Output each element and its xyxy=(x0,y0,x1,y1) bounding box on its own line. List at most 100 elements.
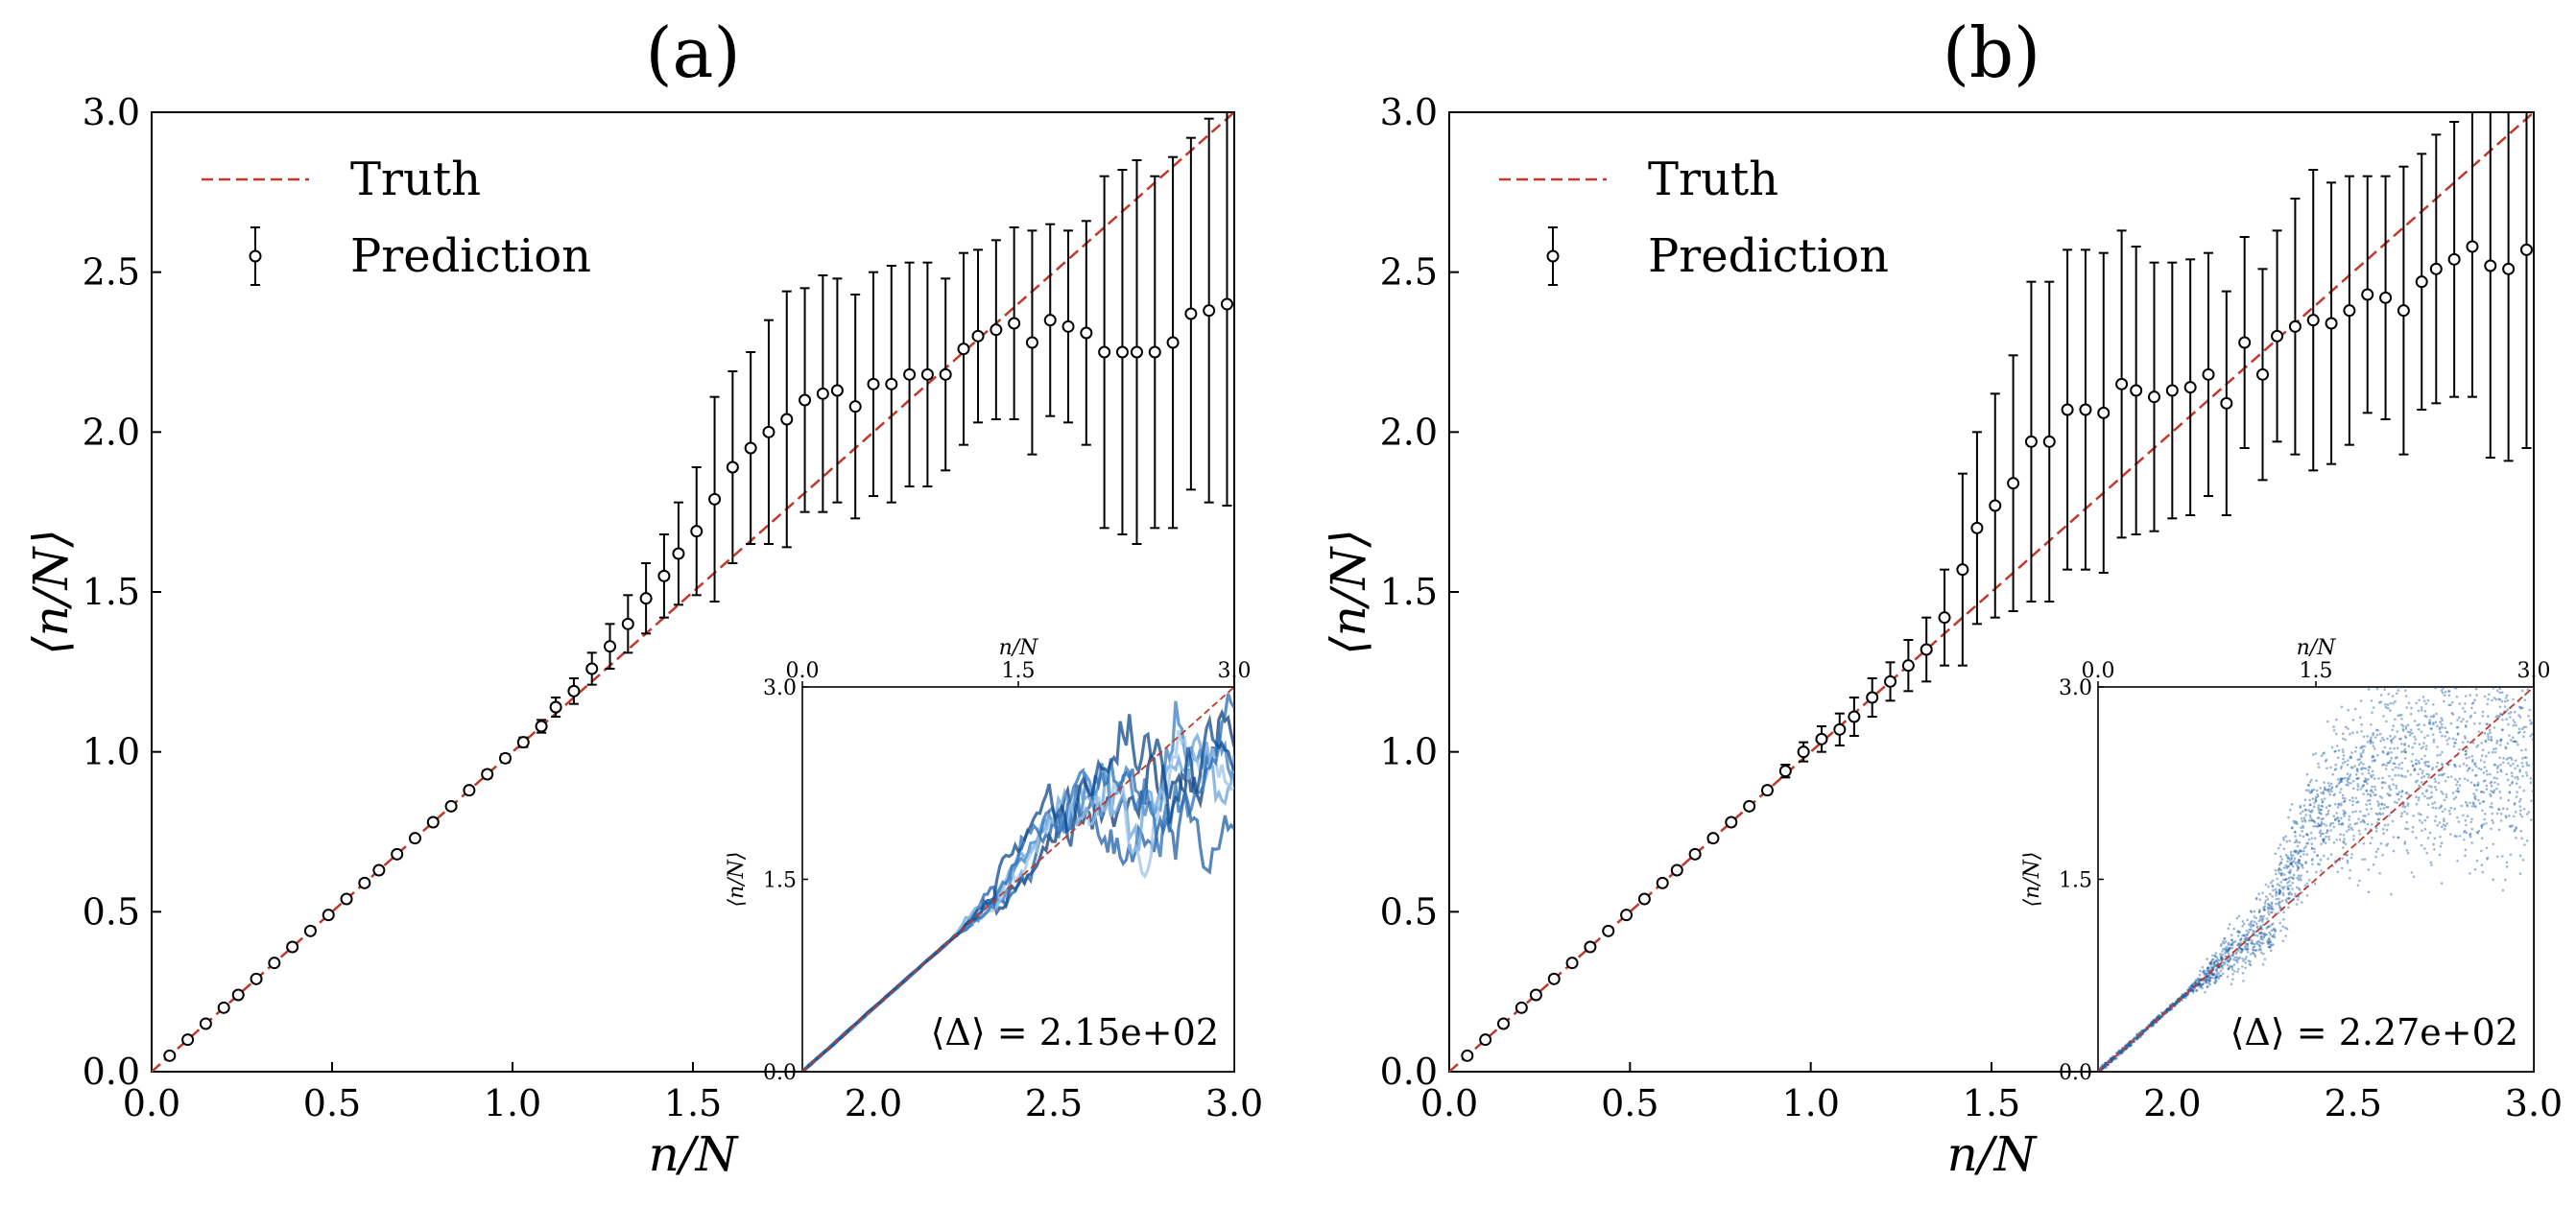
inset-point xyxy=(2513,803,2516,806)
inset-point xyxy=(2110,1056,2113,1060)
inset-point xyxy=(2300,816,2303,820)
inset-point xyxy=(2485,846,2489,850)
inset-point xyxy=(2332,840,2336,844)
inset-point xyxy=(2500,668,2503,671)
inset-point xyxy=(2475,745,2478,748)
inset-point xyxy=(2411,662,2414,665)
inset-point xyxy=(2310,818,2314,821)
inset-point xyxy=(2182,995,2184,998)
inset-point xyxy=(2415,759,2418,762)
inset-point xyxy=(2384,703,2387,706)
inset-point xyxy=(2191,989,2195,992)
inset-point xyxy=(2278,843,2282,846)
inset-point xyxy=(2514,759,2517,762)
inset-point xyxy=(2471,758,2474,762)
inset-point xyxy=(2495,689,2499,693)
inset-point xyxy=(2470,805,2474,808)
inset-point xyxy=(2496,783,2500,786)
inset-point xyxy=(2365,790,2369,792)
inset-annotation: ⟨Δ⟩ = 2.15e+02 xyxy=(931,1011,1219,1053)
inset-point xyxy=(2270,903,2274,906)
inset-point xyxy=(2490,780,2493,784)
inset-point xyxy=(2238,931,2241,934)
inset-point xyxy=(2289,863,2292,866)
inset-point xyxy=(2276,877,2278,881)
inset-point xyxy=(2442,792,2445,795)
inset-point xyxy=(2499,769,2502,771)
inset-point xyxy=(2183,994,2187,998)
inset-point xyxy=(2398,682,2401,685)
inset-point xyxy=(2426,734,2429,738)
inset-point xyxy=(2296,868,2300,872)
inset-point xyxy=(2327,790,2330,793)
inset-point xyxy=(2433,801,2437,804)
inset-point xyxy=(2332,729,2336,732)
inset-point xyxy=(2340,705,2344,709)
inset-point xyxy=(2418,762,2421,765)
inset-point xyxy=(2314,752,2318,755)
inset-point xyxy=(2372,745,2375,747)
inset-point xyxy=(2508,791,2512,793)
inset-point xyxy=(2166,1008,2169,1012)
inset-point xyxy=(2340,788,2343,791)
prediction-point xyxy=(1815,732,1828,745)
inset-point xyxy=(2326,829,2329,832)
inset-point xyxy=(2460,804,2464,808)
inset-point xyxy=(2341,762,2345,765)
inset-point xyxy=(2353,765,2356,768)
inset-point xyxy=(2522,735,2525,738)
inset-point xyxy=(2514,811,2517,814)
inset-y-tick-label: 3.0 xyxy=(2059,676,2092,700)
inset-point xyxy=(2204,972,2207,975)
inset-point xyxy=(2428,796,2432,799)
inset-point xyxy=(2499,712,2502,716)
inset-point xyxy=(2485,769,2489,772)
inset-point xyxy=(2369,739,2372,743)
inset-point xyxy=(2150,1023,2153,1026)
inset-point xyxy=(2491,791,2494,793)
inset-point xyxy=(2344,760,2347,764)
inset-point xyxy=(2397,773,2400,777)
inset-point xyxy=(2133,1036,2136,1039)
prediction-point xyxy=(1515,1001,1528,1014)
prediction-point xyxy=(639,592,653,605)
inset-point xyxy=(2281,878,2285,882)
inset-point xyxy=(2503,670,2506,673)
prediction-point xyxy=(1743,799,1756,813)
inset-point xyxy=(2374,850,2378,853)
prediction-point xyxy=(2379,291,2393,304)
inset-point xyxy=(2292,877,2295,880)
inset-point xyxy=(2422,683,2425,686)
inset-point xyxy=(2370,789,2373,792)
inset-point xyxy=(2469,801,2471,805)
prediction-point xyxy=(2288,319,2302,333)
prediction-point xyxy=(372,863,386,877)
inset-point xyxy=(2346,779,2349,783)
inset-point xyxy=(2228,966,2231,970)
inset-point xyxy=(2349,766,2353,769)
inset-point xyxy=(2416,673,2419,675)
inset-point xyxy=(2382,751,2385,754)
inset-point xyxy=(2342,737,2345,741)
inset-point xyxy=(2254,949,2257,952)
inset-point xyxy=(2391,768,2395,771)
inset-point xyxy=(2440,689,2444,692)
inset-point xyxy=(2335,816,2339,820)
inset-point xyxy=(2518,769,2521,771)
inset-point xyxy=(2395,679,2397,682)
inset-point xyxy=(2322,840,2326,843)
inset-point xyxy=(2486,773,2489,776)
inset-point xyxy=(2408,670,2411,673)
inset-point xyxy=(2227,949,2230,953)
inset-point xyxy=(2396,801,2398,804)
inset-point xyxy=(2509,716,2512,719)
inset-point xyxy=(2219,958,2223,960)
inset-point xyxy=(2337,822,2341,826)
inset-point xyxy=(2264,883,2268,887)
inset-point xyxy=(2322,792,2326,795)
inset-point xyxy=(2204,979,2207,981)
inset-point xyxy=(2469,716,2472,719)
inset-point xyxy=(2330,790,2333,793)
inset-point xyxy=(2516,743,2519,746)
y-tick-label: 0.5 xyxy=(1380,890,1438,933)
